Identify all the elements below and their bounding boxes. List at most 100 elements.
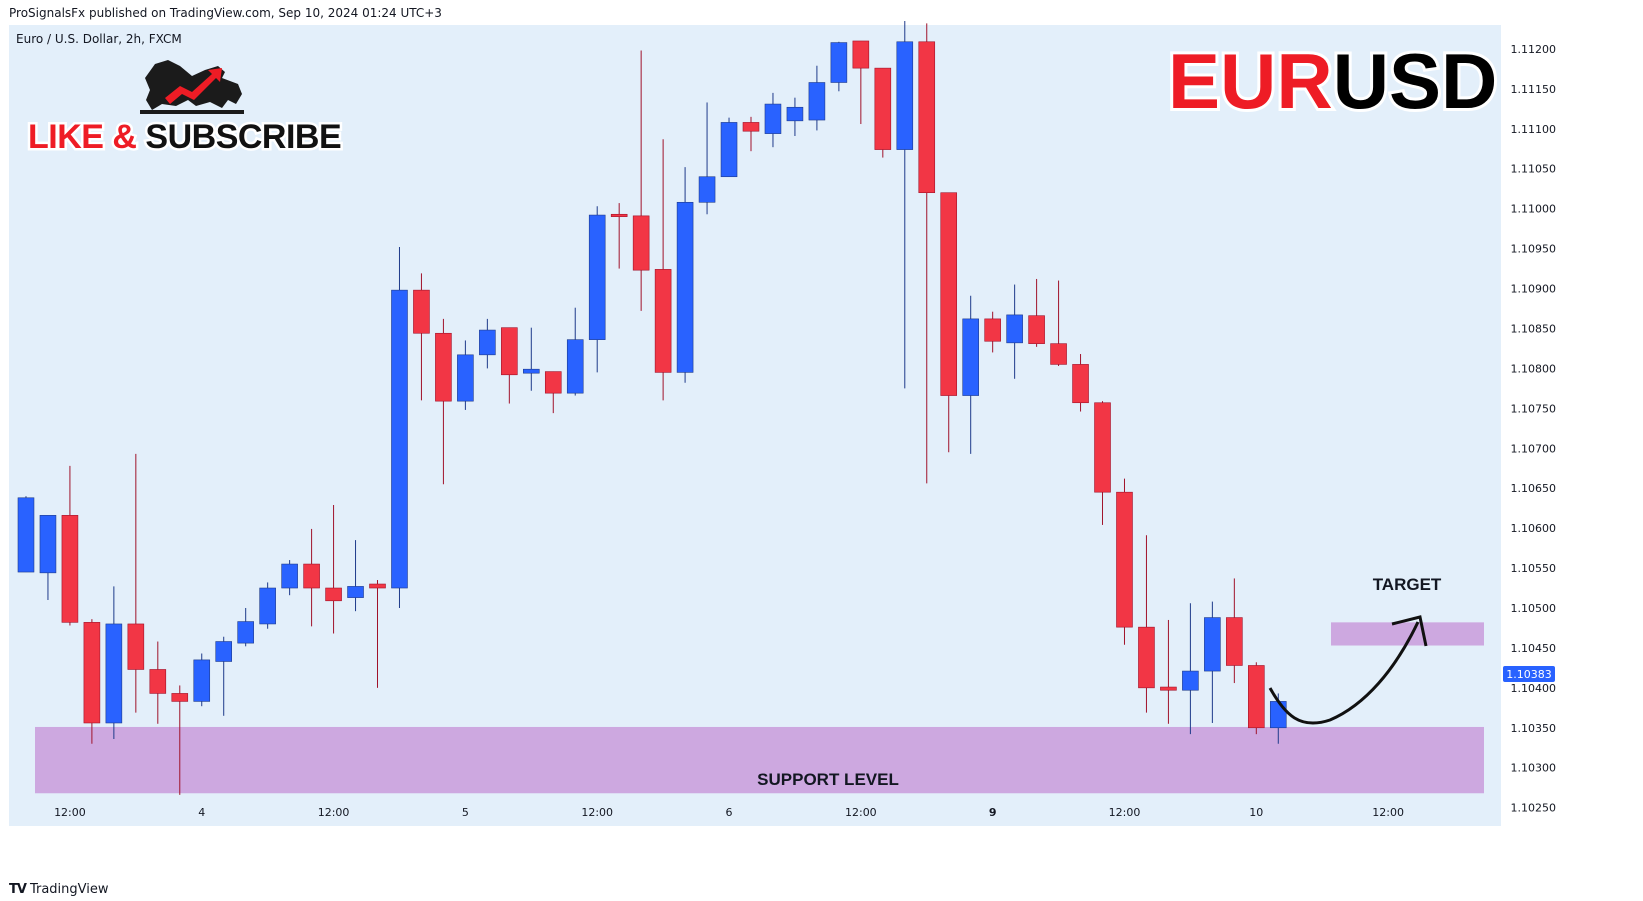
- candle: [61, 465, 79, 626]
- time-tick-label: 10: [1249, 806, 1263, 819]
- candle: [369, 580, 386, 688]
- candle-body: [105, 623, 123, 724]
- candle-body: [303, 563, 320, 589]
- candle: [523, 327, 540, 391]
- candle-body: [764, 103, 782, 134]
- candle: [544, 371, 562, 414]
- candle: [830, 41, 848, 92]
- candle-body: [742, 122, 760, 132]
- tradingview-logo-icon: 𝗧𝗩: [9, 882, 27, 897]
- candle-body: [347, 586, 364, 598]
- candle-body: [215, 641, 232, 662]
- support-label: SUPPORT LEVEL: [757, 770, 899, 789]
- price-axis-background: [1501, 25, 1559, 826]
- price-tick-label: 1.10900: [1511, 283, 1557, 296]
- candle-body: [281, 563, 298, 589]
- footer-brand: TradingView: [29, 882, 109, 897]
- candle-body: [1050, 343, 1067, 365]
- candle: [984, 311, 1001, 353]
- candle: [852, 40, 870, 125]
- candle: [918, 23, 936, 484]
- candle-body: [808, 82, 826, 121]
- candle: [457, 340, 474, 410]
- candle: [874, 67, 892, 158]
- time-tick-label: 9: [989, 806, 997, 819]
- pair-title-base: EUR: [1168, 37, 1333, 125]
- candle-body: [1006, 314, 1023, 344]
- candle: [237, 607, 254, 647]
- price-tick-label: 1.11150: [1511, 83, 1557, 96]
- candle-body: [962, 318, 979, 396]
- candle: [808, 65, 826, 131]
- projection-arrowhead-icon: [1391, 615, 1428, 647]
- price-tick-label: 1.10600: [1511, 522, 1557, 535]
- candle-body: [1248, 665, 1265, 729]
- price-tick-label: 1.11200: [1511, 43, 1557, 56]
- candle: [501, 327, 518, 404]
- price-tick-label: 1.10500: [1511, 602, 1557, 615]
- candle-body: [501, 327, 518, 376]
- candle: [654, 139, 672, 401]
- candle-body: [259, 587, 276, 625]
- price-tick-label: 1.10400: [1511, 682, 1557, 695]
- price-tick-label: 1.10950: [1511, 243, 1557, 256]
- candle: [1072, 354, 1089, 412]
- current-price-value: 1.10383: [1506, 668, 1552, 681]
- candle: [610, 203, 628, 269]
- current-price-badge: [1503, 666, 1555, 682]
- price-tick-label: 1.11050: [1511, 163, 1557, 176]
- candle-body: [830, 42, 848, 83]
- candle: [764, 92, 782, 148]
- candle: [1094, 401, 1111, 525]
- candle-body: [523, 368, 540, 374]
- candle-body: [918, 41, 936, 194]
- price-tick-label: 1.10700: [1511, 442, 1557, 455]
- time-tick-label: 12:00: [54, 806, 86, 819]
- price-axis: 1.10250 1.10300 1.10350 1.10400 1.10450 1.105…: [1511, 43, 1557, 815]
- candle-body: [325, 587, 342, 602]
- candle: [435, 318, 452, 485]
- candle-body: [786, 106, 804, 122]
- candles: [17, 21, 1287, 795]
- time-tick-label: 5: [462, 806, 469, 819]
- time-tick-label: 6: [726, 806, 733, 819]
- symbol-label: Euro / U.S. Dollar, 2h, FXCM: [16, 32, 182, 46]
- candle: [105, 586, 123, 739]
- candle-body: [676, 201, 694, 373]
- candle-body: [1226, 617, 1243, 666]
- candle: [742, 116, 760, 152]
- candle-body: [435, 332, 452, 402]
- candle: [347, 540, 364, 612]
- candle-body: [654, 269, 672, 373]
- candle-body: [1138, 626, 1155, 689]
- candle: [1138, 535, 1155, 713]
- support-zone: [35, 726, 1484, 794]
- time-tick-label: 12:00: [1109, 806, 1141, 819]
- candle: [215, 636, 232, 716]
- time-tick-label: 4: [198, 806, 205, 819]
- candle-body: [1204, 617, 1221, 672]
- candle-body: [874, 67, 892, 150]
- candle: [896, 21, 914, 389]
- time-axis: 12:00 4 12:00 5 12:00 6 12:00 9 12:00 10 12:00: [54, 806, 1404, 819]
- candle: [391, 247, 408, 608]
- pair-title: EURUSD: [1168, 37, 1497, 125]
- candle-body: [720, 122, 738, 178]
- price-tick-label: 1.11100: [1511, 123, 1557, 136]
- candle-body: [127, 623, 145, 670]
- candle-body: [940, 192, 958, 396]
- candle-body: [1116, 491, 1133, 628]
- support-zone-rect: [35, 726, 1484, 794]
- candle-body: [479, 329, 496, 356]
- projection-arrow: [1268, 621, 1420, 725]
- candle-body: [1094, 402, 1111, 493]
- price-tick-label: 1.10450: [1511, 642, 1557, 655]
- candle-body: [1182, 670, 1199, 691]
- candle-body: [413, 289, 430, 334]
- candle-body: [171, 693, 189, 702]
- candle: [1226, 578, 1243, 684]
- price-tick-label: 1.10750: [1511, 402, 1557, 415]
- candle-body: [588, 214, 606, 340]
- price-tick-label: 1.10350: [1511, 722, 1557, 735]
